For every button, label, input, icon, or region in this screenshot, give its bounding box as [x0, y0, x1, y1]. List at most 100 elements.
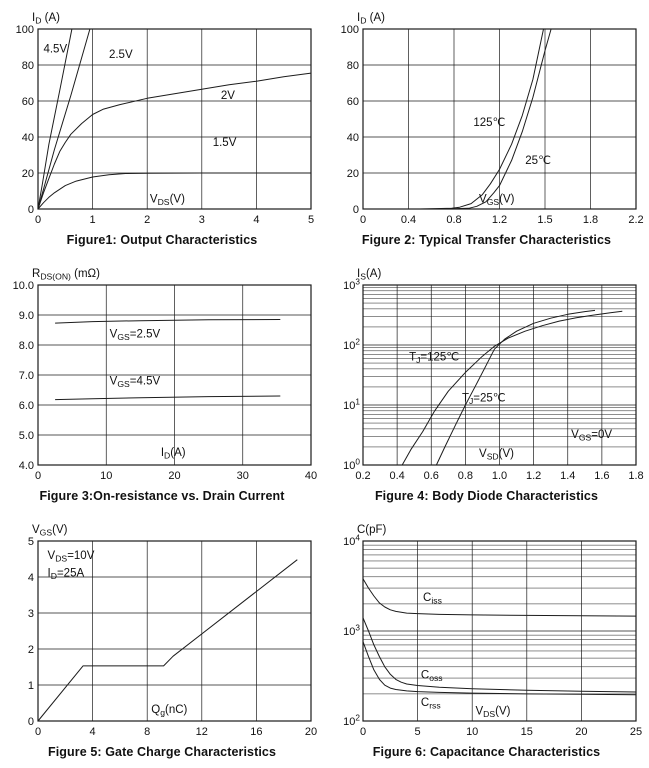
svg-text:VDS(V): VDS(V) — [150, 194, 185, 208]
svg-text:1.2: 1.2 — [491, 214, 506, 226]
svg-text:7.0: 7.0 — [19, 370, 34, 382]
svg-text:Ciss: Ciss — [423, 592, 442, 606]
svg-text:VGS(V): VGS(V) — [32, 524, 68, 538]
svg-text:0: 0 — [35, 214, 41, 226]
svg-text:1.6: 1.6 — [594, 470, 609, 482]
svg-text:20: 20 — [168, 470, 180, 482]
figure-1-caption: Figure1: Output Characteristics — [66, 233, 258, 247]
svg-text:60: 60 — [346, 96, 358, 108]
svg-text:VGS=4.5V: VGS=4.5V — [110, 376, 161, 390]
svg-text:ID(A): ID(A) — [161, 447, 186, 461]
svg-text:RDS(ON) (mΩ): RDS(ON) (mΩ) — [32, 268, 100, 282]
svg-text:TJ=25℃: TJ=25℃ — [461, 392, 505, 406]
svg-text:2.2: 2.2 — [628, 214, 643, 226]
svg-text:20: 20 — [346, 168, 358, 180]
svg-text:5: 5 — [308, 214, 314, 226]
svg-text:3: 3 — [199, 214, 205, 226]
svg-text:20: 20 — [305, 726, 317, 738]
svg-text:0.4: 0.4 — [400, 214, 415, 226]
svg-text:ID=25A: ID=25A — [48, 567, 85, 581]
figure-4-panel: 0.2 0.4 0.6 0.8 1.0 1.2 1.4 1.6 1.8 100 101 102 103 I… — [324, 256, 649, 512]
svg-text:Qg(nC): Qg(nC) — [151, 704, 187, 718]
svg-text:ID (A): ID (A) — [357, 12, 385, 26]
figure-3-caption: Figure 3:On-resistance vs. Drain Current — [39, 489, 285, 503]
figure-1-panel: 0 1 2 3 4 5 0 20 40 60 80 100 ID (A) VDS(V) 4.5V 2.5V 2V… — [0, 0, 324, 256]
svg-text:102: 102 — [343, 338, 360, 353]
svg-text:6.0: 6.0 — [19, 400, 34, 412]
svg-text:2V: 2V — [221, 90, 235, 102]
svg-text:80: 80 — [346, 60, 358, 72]
figure-4-caption: Figure 4: Body Diode Characteristics — [374, 489, 599, 503]
svg-text:1.0: 1.0 — [491, 470, 506, 482]
svg-text:0.6: 0.6 — [423, 470, 438, 482]
svg-text:5: 5 — [414, 726, 420, 738]
svg-text:10: 10 — [100, 470, 112, 482]
svg-text:2.5V: 2.5V — [109, 49, 133, 61]
figure-6-panel: 0 5 10 15 20 25 102 103 104 C(pF) VDS(V) Ciss Coss Cr… — [324, 512, 649, 768]
figure-3-panel: 0 10 20 30 40 4.0 5.0 6.0 7.0 8.0 9.0 10.0 RDS(ON) (… — [0, 256, 324, 512]
svg-text:Coss: Coss — [420, 670, 442, 684]
svg-text:5.0: 5.0 — [19, 430, 34, 442]
svg-text:1.8: 1.8 — [582, 214, 597, 226]
svg-text:25: 25 — [629, 726, 641, 738]
svg-text:1.2: 1.2 — [525, 470, 540, 482]
svg-text:0.8: 0.8 — [446, 214, 461, 226]
svg-text:4: 4 — [90, 726, 96, 738]
figure-5-caption: Figure 5: Gate Charge Characteristics — [47, 745, 277, 759]
svg-text:VGS=2.5V: VGS=2.5V — [110, 329, 161, 343]
svg-text:VGS=0V: VGS=0V — [571, 429, 612, 443]
svg-text:104: 104 — [343, 534, 360, 549]
svg-text:12: 12 — [196, 726, 208, 738]
svg-text:30: 30 — [237, 470, 249, 482]
svg-text:15: 15 — [520, 726, 532, 738]
svg-text:125℃: 125℃ — [473, 117, 505, 129]
svg-text:Crss: Crss — [420, 697, 440, 711]
svg-text:102: 102 — [343, 714, 360, 729]
svg-text:20: 20 — [22, 168, 34, 180]
svg-text:TJ=125℃: TJ=125℃ — [409, 352, 459, 366]
svg-text:103: 103 — [343, 624, 360, 639]
svg-text:1: 1 — [90, 214, 96, 226]
svg-text:20: 20 — [575, 726, 587, 738]
svg-text:1.5V: 1.5V — [213, 137, 237, 149]
svg-text:10: 10 — [466, 726, 478, 738]
svg-text:4: 4 — [28, 572, 34, 584]
svg-text:C(pF): C(pF) — [357, 524, 387, 536]
svg-text:1.4: 1.4 — [560, 470, 575, 482]
svg-text:10.0: 10.0 — [13, 280, 34, 292]
svg-text:101: 101 — [343, 398, 360, 413]
svg-text:100: 100 — [343, 458, 360, 473]
svg-text:4.5V: 4.5V — [43, 43, 67, 55]
svg-text:3: 3 — [28, 608, 34, 620]
svg-text:VGS(V): VGS(V) — [479, 194, 515, 208]
svg-text:5: 5 — [28, 536, 34, 548]
figure-2-panel: 0 0.4 0.8 1.2 1.5 1.8 2.2 0 20 40 60 80 100 ID (A) VGS… — [324, 0, 649, 256]
svg-text:0: 0 — [28, 204, 34, 216]
svg-text:VSD(V): VSD(V) — [479, 448, 514, 462]
svg-text:0: 0 — [28, 716, 34, 728]
figure-2-caption: Figure 2: Typical Transfer Characteristi… — [361, 233, 612, 247]
svg-text:25℃: 25℃ — [525, 155, 551, 167]
svg-text:100: 100 — [16, 24, 34, 36]
svg-text:0: 0 — [359, 726, 365, 738]
svg-text:4: 4 — [253, 214, 259, 226]
svg-text:0.8: 0.8 — [457, 470, 472, 482]
svg-text:VDS(V): VDS(V) — [475, 706, 510, 720]
svg-text:16: 16 — [250, 726, 262, 738]
svg-text:40: 40 — [346, 132, 358, 144]
figure-6-caption: Figure 6: Capacitance Characteristics — [372, 745, 601, 759]
svg-text:0: 0 — [352, 204, 358, 216]
svg-text:1.5: 1.5 — [537, 214, 552, 226]
svg-text:40: 40 — [305, 470, 317, 482]
svg-text:0: 0 — [35, 470, 41, 482]
svg-text:1: 1 — [28, 680, 34, 692]
svg-text:103: 103 — [343, 278, 360, 293]
svg-text:0: 0 — [359, 214, 365, 226]
svg-text:0.4: 0.4 — [389, 470, 404, 482]
figure-4-body-diode-chart: 0.2 0.4 0.6 0.8 1.0 1.2 1.4 1.6 1.8 100 101 102 103I… — [343, 268, 643, 482]
